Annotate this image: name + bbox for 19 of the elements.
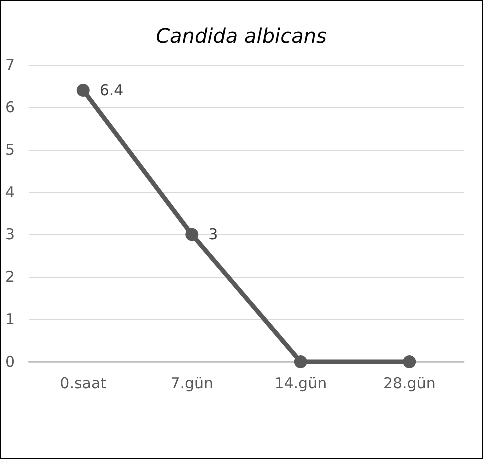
y-tick-label: 2	[5, 268, 15, 286]
y-tick-label: 4	[5, 183, 15, 202]
point	[403, 356, 416, 368]
y-tick-label: 0	[5, 353, 15, 371]
point	[294, 356, 308, 368]
data-label: 3	[208, 226, 218, 244]
y-tick-label: 7	[5, 56, 15, 74]
y-tick-label: 6	[5, 98, 15, 116]
chart-title: Candida albicans	[156, 24, 327, 48]
data-label: 6.4	[100, 81, 124, 100]
point	[76, 84, 90, 97]
x-tick-label: 7.gün	[170, 374, 214, 392]
point	[186, 228, 199, 242]
y-tick-label: 1	[5, 310, 15, 329]
y-tick-label: 5	[5, 140, 15, 159]
x-tick-label: 14.gün	[274, 374, 328, 392]
x-tick-label: 28.gün	[383, 374, 436, 392]
x-tick-label: 0.saat	[60, 374, 107, 392]
y-tick-label: 3	[5, 226, 15, 244]
